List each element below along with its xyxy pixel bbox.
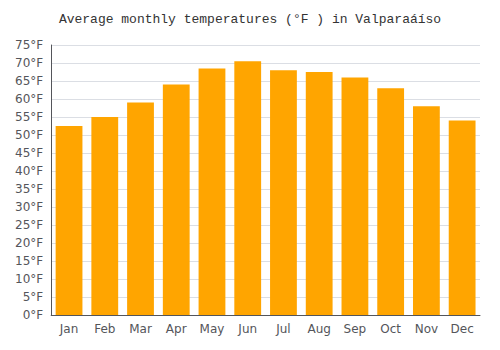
svg-text:Apr: Apr: [166, 322, 187, 336]
svg-text:Jun: Jun: [237, 322, 257, 336]
svg-text:Aug: Aug: [307, 322, 330, 336]
svg-text:0°F: 0°F: [23, 308, 44, 322]
svg-text:Dec: Dec: [451, 322, 474, 336]
svg-text:45°F: 45°F: [15, 146, 43, 160]
svg-text:Sep: Sep: [344, 322, 367, 336]
svg-text:30°F: 30°F: [15, 200, 43, 214]
svg-text:55°F: 55°F: [15, 110, 43, 124]
svg-text:65°F: 65°F: [15, 74, 43, 88]
svg-text:40°F: 40°F: [15, 164, 43, 178]
svg-text:Feb: Feb: [94, 322, 115, 336]
svg-text:Jul: Jul: [275, 322, 290, 336]
svg-text:5°F: 5°F: [23, 290, 44, 304]
svg-text:70°F: 70°F: [15, 56, 43, 70]
svg-text:60°F: 60°F: [15, 92, 43, 106]
svg-text:50°F: 50°F: [15, 128, 43, 142]
svg-text:75°F: 75°F: [15, 38, 43, 52]
svg-text:Oct: Oct: [380, 322, 401, 336]
svg-text:May: May: [200, 322, 225, 336]
svg-text:35°F: 35°F: [15, 182, 43, 196]
svg-text:Average monthly temperatures (: Average monthly temperatures (°F ) in Va…: [59, 12, 441, 27]
svg-text:Jan: Jan: [59, 322, 79, 336]
svg-text:20°F: 20°F: [15, 236, 43, 250]
svg-text:Mar: Mar: [129, 322, 152, 336]
svg-text:25°F: 25°F: [15, 218, 43, 232]
svg-text:10°F: 10°F: [15, 272, 43, 286]
svg-text:Nov: Nov: [415, 322, 438, 336]
svg-text:15°F: 15°F: [15, 254, 43, 268]
